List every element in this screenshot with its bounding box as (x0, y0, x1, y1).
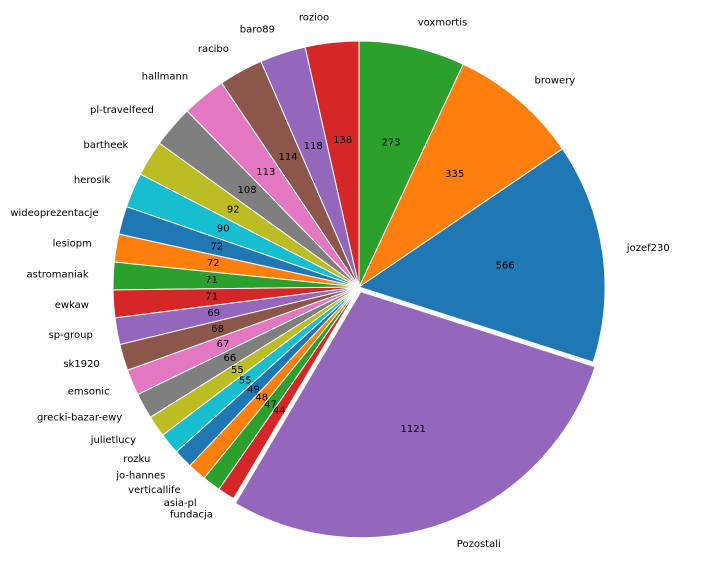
category-label-lesiopm: lesiopm (53, 239, 92, 250)
category-label-bartheek: bartheek (83, 140, 128, 151)
value-label-bartheek: 92 (227, 204, 240, 215)
value-label-racibo: 114 (279, 152, 298, 163)
category-label-racibo: racibo (198, 44, 229, 55)
pie-slice-voxmortis (358, 40, 464, 288)
category-labels: rozioo baro89 racibo hallmann pl-travelfeed b… (10, 13, 669, 551)
category-label-grecki-bazar-ewy: grecki-bazar-ewy (37, 413, 122, 424)
pie-slice-browery (357, 63, 564, 289)
category-label-ewkaw: ewkaw (55, 300, 89, 311)
value-label-browery: 335 (445, 169, 464, 180)
category-label-pl-travelfeed: pl-travelfeed (90, 105, 154, 116)
category-label-browery: browery (535, 76, 576, 87)
pie-slice-fundacja (218, 286, 360, 500)
value-labels: 1381181141131089290727271716968676655554… (205, 135, 515, 435)
value-label-pozostali: 1121 (400, 424, 425, 435)
value-label-lesiopm: 72 (207, 258, 220, 269)
value-label-ewkaw: 71 (205, 292, 218, 303)
category-label-asia-pl: asia-pl (164, 498, 197, 509)
category-label-astromaniak: astromaniak (27, 269, 89, 280)
value-label-verticallife: 48 (255, 393, 268, 404)
value-label-rozku: 55 (239, 376, 252, 387)
category-label-hallmann: hallmann (142, 72, 189, 83)
category-label-wideoprezentacje: wideoprezentacje (10, 208, 98, 219)
value-label-julietlucy: 55 (231, 365, 244, 376)
value-label-herosik: 90 (217, 223, 230, 234)
category-label-pozostali: Pozostali (457, 539, 501, 550)
value-label-emsonic: 67 (217, 339, 230, 350)
value-label-asia-pl: 47 (264, 400, 277, 411)
category-label-jozef230: jozef230 (626, 243, 670, 254)
value-label-rozioo: 138 (333, 135, 352, 146)
value-label-astromaniak: 71 (205, 275, 218, 286)
value-label-hallmann: 113 (256, 167, 275, 178)
category-label-fundacja: fundacja (170, 509, 213, 520)
category-label-verticallife: verticallife (128, 485, 181, 496)
category-label-julietlucy: julietlucy (90, 435, 136, 446)
value-label-sp-group: 69 (207, 308, 220, 319)
value-label-voxmortis: 273 (381, 137, 400, 148)
category-label-rozioo: rozioo (299, 13, 329, 24)
value-label-pl-travelfeed: 108 (238, 185, 257, 196)
category-label-sp-group: sp-group (49, 330, 93, 341)
pie-slice-pozostali (234, 291, 596, 539)
value-label-fundacja: 44 (273, 406, 286, 417)
value-label-sk1920: 68 (211, 324, 224, 335)
category-label-rozku: rozku (123, 454, 150, 465)
pie-slices (112, 40, 606, 539)
value-label-baro89: 118 (304, 141, 323, 152)
category-label-voxmortis: voxmortis (418, 17, 468, 28)
category-label-sk1920: sk1920 (63, 359, 99, 370)
value-label-jozef230: 566 (496, 260, 515, 271)
pie-slice-jozef230 (357, 148, 606, 363)
value-label-grecki-bazar-ewy: 66 (224, 353, 237, 364)
category-label-jo-hannes: jo-hannes (115, 471, 165, 482)
category-label-baro89: baro89 (240, 24, 275, 35)
category-label-emsonic: emsonic (68, 387, 110, 398)
category-label-herosik: herosik (74, 175, 110, 186)
value-label-wideoprezentacje: 72 (211, 242, 224, 253)
value-label-jo-hannes: 49 (247, 385, 260, 396)
